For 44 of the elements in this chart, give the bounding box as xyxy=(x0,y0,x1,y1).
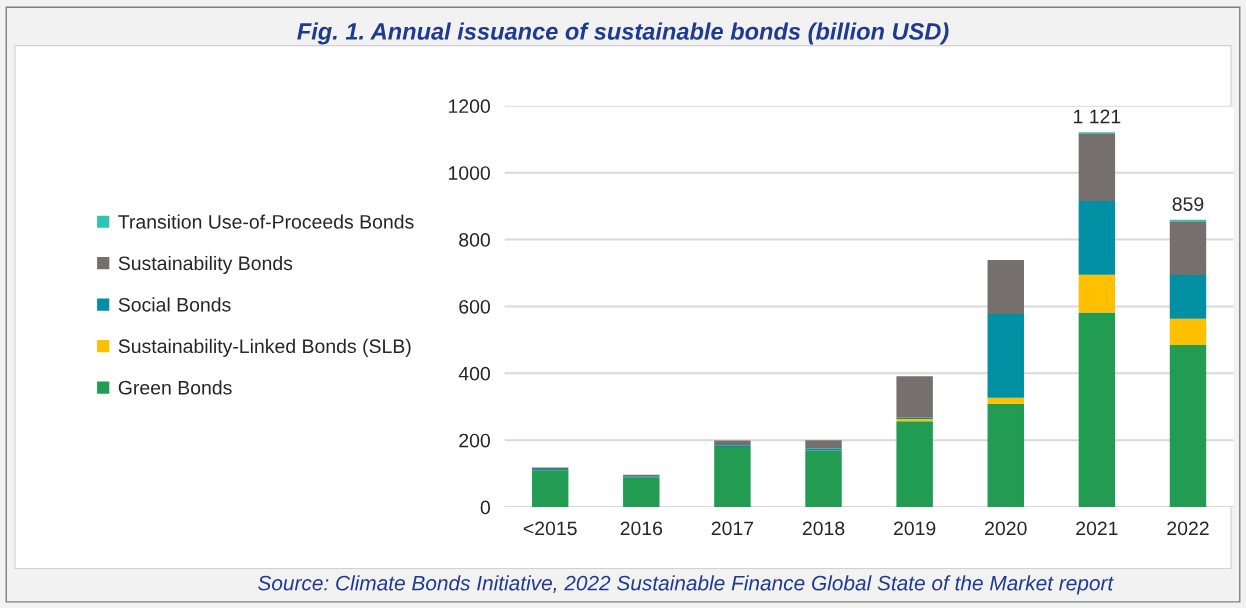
y-tick-label: 1200 xyxy=(448,99,490,114)
y-tick-label: 400 xyxy=(458,366,490,381)
x-tick-label: 2018 xyxy=(802,521,845,536)
x-tick-label: 2022 xyxy=(1167,521,1209,536)
legend-label: Sustainability Bonds xyxy=(118,255,293,275)
legend-label: Transition Use-of-Proceeds Bonds xyxy=(118,214,414,229)
y-tick-label: 1000 xyxy=(448,166,490,180)
bar xyxy=(805,448,842,451)
total-label: 1 121 xyxy=(1074,109,1121,124)
bar xyxy=(987,397,1024,404)
x-tick-label: 2021 xyxy=(1076,521,1118,536)
bar xyxy=(531,470,569,508)
source-note: Source: Climate Bonds Initiative, 2022 Sustainable Finance Global State of the Market report xyxy=(258,575,1114,595)
bar xyxy=(1078,133,1116,202)
x-tick-label: 2019 xyxy=(893,521,936,536)
bar xyxy=(1169,221,1207,275)
bar xyxy=(623,477,660,508)
bar xyxy=(1078,312,1116,508)
bar xyxy=(987,259,1024,315)
bar xyxy=(1169,318,1207,345)
x-tick-label: 2017 xyxy=(711,521,754,536)
bar xyxy=(714,446,751,508)
total-label: 859 xyxy=(1172,197,1204,211)
x-tick-label: <2015 xyxy=(523,521,577,536)
bar xyxy=(805,440,842,449)
y-tick-label: 600 xyxy=(459,299,490,314)
bar xyxy=(1078,201,1116,275)
bar xyxy=(1169,344,1207,508)
bar xyxy=(1169,275,1207,319)
legend-label: Social Bonds xyxy=(118,297,231,312)
y-tick-label: 800 xyxy=(459,233,490,247)
bar xyxy=(987,403,1024,508)
y-tick-label: 200 xyxy=(459,433,490,448)
x-tick-label: 2020 xyxy=(985,521,1027,536)
bar xyxy=(1078,274,1116,313)
chart-title: Fig. 1. Annual issuance of sustainable bonds (billion USD) xyxy=(297,22,949,45)
bar xyxy=(896,376,933,418)
legend-label: Sustainability-Linked Bonds (SLB) xyxy=(118,338,411,357)
bar xyxy=(896,421,933,508)
legend-label: Green Bonds xyxy=(118,380,232,395)
x-tick-label: 2016 xyxy=(620,521,663,536)
bar xyxy=(805,450,842,508)
bar xyxy=(987,314,1024,398)
y-tick-label: 0 xyxy=(480,500,490,515)
